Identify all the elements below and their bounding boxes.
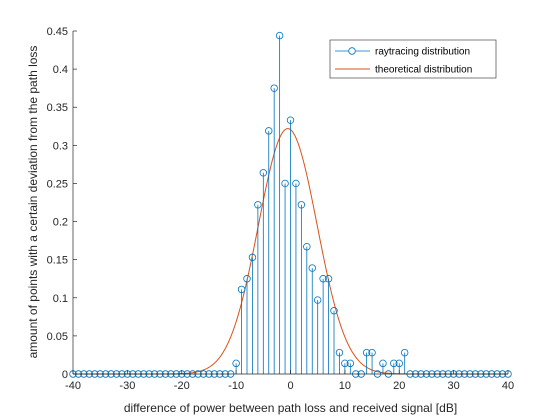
stem-point bbox=[281, 179, 289, 374]
stem-point bbox=[313, 296, 322, 374]
stem-marker bbox=[303, 243, 311, 251]
stem-marker bbox=[346, 359, 355, 368]
stem-marker bbox=[379, 359, 387, 368]
stem-marker bbox=[281, 179, 289, 188]
stem-marker bbox=[243, 275, 251, 283]
y-tick-label: 0.3 bbox=[53, 140, 68, 152]
stem-marker bbox=[265, 127, 273, 135]
stem-marker bbox=[341, 359, 349, 368]
stem-point bbox=[297, 201, 306, 374]
stem-marker bbox=[319, 275, 327, 283]
stem-point bbox=[390, 359, 398, 374]
y-tick-label: 0.35 bbox=[47, 102, 68, 114]
y-tick-label: 0.15 bbox=[47, 255, 68, 267]
stem-point bbox=[319, 275, 327, 374]
stem-marker bbox=[270, 84, 278, 92]
legend-stem-marker bbox=[348, 47, 356, 55]
stem-point bbox=[286, 116, 295, 374]
stem-point bbox=[308, 264, 316, 374]
y-tick-label: 0.1 bbox=[53, 293, 68, 305]
stem-marker bbox=[286, 116, 295, 124]
stem-marker bbox=[395, 359, 403, 368]
stem-marker bbox=[335, 348, 344, 357]
stem-point bbox=[248, 253, 257, 374]
x-axis-label: difference of power between path loss an… bbox=[124, 401, 457, 415]
stem-marker bbox=[330, 307, 338, 315]
y-tick-label: 0.2 bbox=[53, 217, 68, 229]
x-tick-label: 10 bbox=[339, 380, 351, 392]
legend-label-theoretical: theoretical distribution bbox=[375, 65, 472, 76]
stem-marker bbox=[275, 31, 284, 40]
axes-layer: -40 -30 -20 -10 0 10 20 30 40 0 0.05 0.1 0.15 0.2 0.25… bbox=[47, 26, 515, 392]
x-tick-label: 20 bbox=[393, 380, 405, 392]
stem-point bbox=[362, 348, 371, 374]
stem-marker bbox=[390, 359, 398, 368]
x-tick-label: -20 bbox=[174, 380, 190, 392]
y-tick-label: 0.05 bbox=[47, 331, 68, 343]
stem-marker bbox=[248, 253, 257, 262]
stem-marker bbox=[368, 348, 376, 357]
stem-point bbox=[330, 307, 338, 374]
stem-point bbox=[335, 348, 344, 374]
stem-marker bbox=[400, 348, 409, 357]
stem-point bbox=[379, 359, 387, 374]
x-tick-label: -30 bbox=[119, 380, 135, 392]
y-tick-label: 0.4 bbox=[53, 64, 68, 76]
stem-marker bbox=[324, 275, 333, 283]
stem-point bbox=[292, 179, 300, 374]
stem-marker bbox=[308, 264, 316, 272]
x-tick-label: 0 bbox=[287, 380, 293, 392]
stem-point bbox=[400, 348, 409, 374]
stem-marker bbox=[297, 201, 306, 209]
y-axis-label: amount of points with a certain deviatio… bbox=[26, 46, 40, 359]
x-tick-label: -10 bbox=[228, 380, 244, 392]
stem-point bbox=[346, 359, 355, 374]
y-tick-label: 0.25 bbox=[47, 178, 68, 190]
stem-point bbox=[303, 243, 311, 374]
stem-marker bbox=[254, 201, 262, 209]
y-tick-label: 0.45 bbox=[47, 26, 68, 38]
x-tick-label: 40 bbox=[502, 380, 514, 392]
stem-marker bbox=[232, 359, 240, 368]
stem-point bbox=[265, 127, 273, 374]
stem-point bbox=[259, 169, 268, 374]
legend: raytracing distribution theoretical dist… bbox=[329, 39, 497, 79]
stem-marker bbox=[313, 296, 322, 304]
stem-point bbox=[237, 285, 246, 374]
y-tick-label: 0 bbox=[62, 369, 68, 381]
stem-point bbox=[275, 31, 284, 374]
stem-point bbox=[324, 275, 333, 374]
x-tick-label: -40 bbox=[65, 380, 81, 392]
stem-marker bbox=[237, 285, 246, 294]
stem-marker bbox=[362, 348, 371, 357]
stem-point bbox=[368, 348, 376, 374]
legend-box bbox=[329, 39, 497, 79]
stem-marker bbox=[292, 179, 300, 188]
stem-marker bbox=[259, 169, 268, 177]
x-tick-label: 30 bbox=[448, 380, 460, 392]
stem-point bbox=[254, 201, 262, 374]
stem-point bbox=[243, 275, 251, 374]
stem-point bbox=[270, 84, 278, 374]
legend-label-raytracing: raytracing distribution bbox=[375, 47, 470, 58]
